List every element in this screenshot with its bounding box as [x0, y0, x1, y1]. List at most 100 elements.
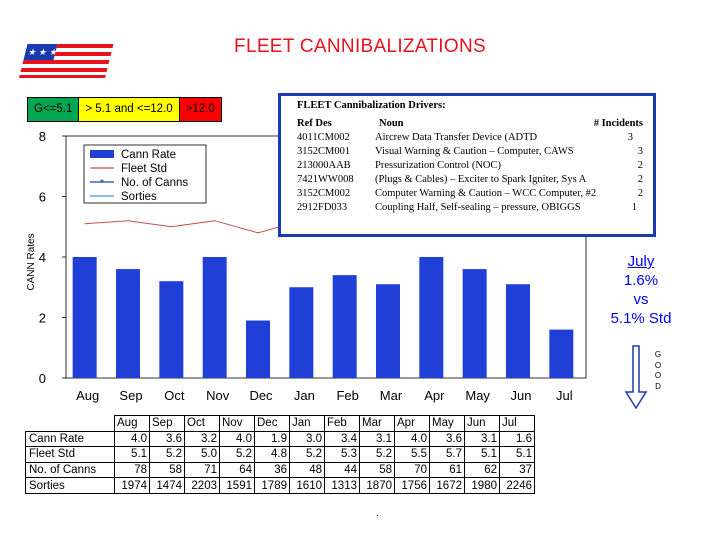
driver-noun: Aircrew Data Transfer Device (ADTD [375, 132, 538, 143]
table-header: May [429, 415, 465, 432]
x-tick-label: Jul [556, 388, 573, 403]
bar [116, 269, 140, 378]
bar [159, 281, 184, 378]
table-cell: 1974 [114, 477, 150, 494]
driver-noun: Pressurization Control (NOC) [375, 160, 501, 171]
table-cell: 1756 [394, 477, 430, 494]
table-cell: 4.0 [219, 430, 255, 448]
table-cell: 5.5 [394, 446, 430, 463]
x-tick-label: Oct [164, 388, 185, 403]
legend-label: Cann Rate [121, 149, 176, 161]
footer-mark: . [376, 508, 379, 519]
y-tick-label: 6 [39, 190, 46, 205]
bar [549, 329, 574, 378]
bar [289, 287, 314, 378]
table-cell: 1870 [359, 477, 395, 494]
driver-ref: 2912FD033 [297, 202, 348, 213]
table-row: Sorties 1974 1474 2203 1591 1789 1610 1313 1870 1… [25, 477, 535, 494]
x-tick-label: Aug [76, 388, 99, 403]
bar [419, 257, 444, 378]
table-cell: 5.3 [324, 446, 360, 463]
bar [72, 257, 97, 378]
table-cell: 5.0 [184, 446, 220, 463]
table-header: Mar [359, 415, 395, 432]
table-cell: 58 [359, 461, 395, 479]
table-cell: 1591 [219, 477, 255, 494]
threshold-green: G<=5.1 [28, 98, 80, 121]
table-cell: 70 [394, 461, 430, 479]
table-cell: 4.8 [254, 446, 290, 463]
table-header-row: Aug Sep Oct Nov Dec Jan Feb Mar Apr May … [25, 415, 535, 432]
driver-incidents: 2 [637, 160, 643, 171]
driver-incidents: 1 [631, 202, 637, 213]
x-tick-label: Sep [119, 388, 142, 403]
table-cell: 5.2 [219, 446, 255, 463]
table-cell: 1672 [429, 477, 465, 494]
legend-marker: * [100, 178, 104, 189]
table-cell: 3.4 [324, 430, 360, 448]
driver-noun: Coupling Half, Self-sealing – pressure, … [375, 202, 581, 213]
y-tick-label: 8 [39, 129, 46, 144]
table-cell: 4.0 [394, 430, 430, 448]
bar [202, 257, 227, 378]
good-direction-arrow-icon [624, 345, 648, 410]
driver-ref: 4011CM002 [297, 132, 350, 143]
driver-incidents: 2 [637, 174, 643, 185]
table-cell: 1610 [289, 477, 325, 494]
driver-incidents: 3 [637, 146, 643, 157]
table-cell: 2246 [499, 477, 535, 494]
legend-label: Sorties [121, 191, 157, 203]
table-row-label: Cann Rate [25, 430, 115, 448]
table-cell: 1313 [324, 477, 360, 494]
x-tick-label: May [465, 388, 490, 403]
table-cell: 5.1 [464, 446, 500, 463]
bar [246, 320, 270, 378]
table-cell: 3.1 [464, 430, 500, 448]
threshold-red: >12.0 [179, 98, 221, 121]
drivers-header-incidents: # Incidents [593, 118, 643, 129]
driver-noun: (Plugs & Cables) – Exciter to Spark Igni… [375, 174, 587, 185]
table-cell: 2203 [184, 477, 220, 494]
table-cell: 78 [114, 461, 150, 479]
table-cell: 37 [499, 461, 535, 479]
table-cell: 1.6 [499, 430, 535, 448]
legend-label: No. of Canns [121, 177, 188, 189]
driver-ref: 3152CM002 [297, 188, 351, 199]
driver-incidents: 2 [637, 188, 643, 199]
table-cell: 1.9 [254, 430, 290, 448]
table-row: Fleet Std 5.1 5.2 5.0 5.2 4.8 5.2 5.3 5.2 5.5 5.7 5… [25, 446, 535, 463]
callout-month: July [627, 253, 655, 270]
table-row-label: No. of Canns [25, 461, 115, 479]
y-tick-label: 2 [39, 311, 46, 326]
table-cell: 71 [184, 461, 220, 479]
july-callout: July 1.6% vs 5.1% Std [596, 252, 686, 328]
threshold-yellow: > 5.1 and <=12.0 [79, 98, 180, 121]
x-tick-label: Nov [206, 388, 230, 403]
svg-text:★ ★ ★: ★ ★ ★ [27, 47, 59, 57]
data-table: Aug Sep Oct Nov Dec Jan Feb Mar Apr May … [25, 415, 535, 494]
table-cell: 1789 [254, 477, 290, 494]
bar [332, 275, 357, 378]
driver-ref: 213000AAB [297, 160, 351, 171]
table-row-label: Sorties [25, 477, 115, 494]
table-cell: 3.0 [289, 430, 325, 448]
table-header: Aug [114, 415, 150, 432]
table-cell: 5.2 [289, 446, 325, 463]
callout-std: 5.1% Std [610, 310, 672, 327]
bar [462, 269, 487, 378]
x-tick-label: Dec [249, 388, 273, 403]
table-cell: 1980 [464, 477, 500, 494]
table-cell: 62 [464, 461, 500, 479]
logo: ★ ★ ★ [19, 44, 114, 78]
page-title: FLEET CANNIBALIZATIONS [234, 36, 486, 57]
table-cell: 1474 [149, 477, 185, 494]
x-tick-label: Jun [511, 388, 532, 403]
table-cell: 5.1 [499, 446, 535, 463]
drivers-panel: FLEET Cannibalization Drivers: Ref Des N… [278, 93, 656, 237]
table-cell: 5.1 [114, 446, 150, 463]
callout-rate: 1.6% [623, 272, 659, 289]
y-axis-label: CANN Rates [26, 233, 37, 290]
threshold-legend: G<=5.1 > 5.1 and <=12.0 >12.0 [27, 97, 222, 122]
driver-noun: Computer Warning & Caution – WCC Compute… [375, 188, 597, 199]
y-tick-label: 0 [39, 371, 46, 386]
